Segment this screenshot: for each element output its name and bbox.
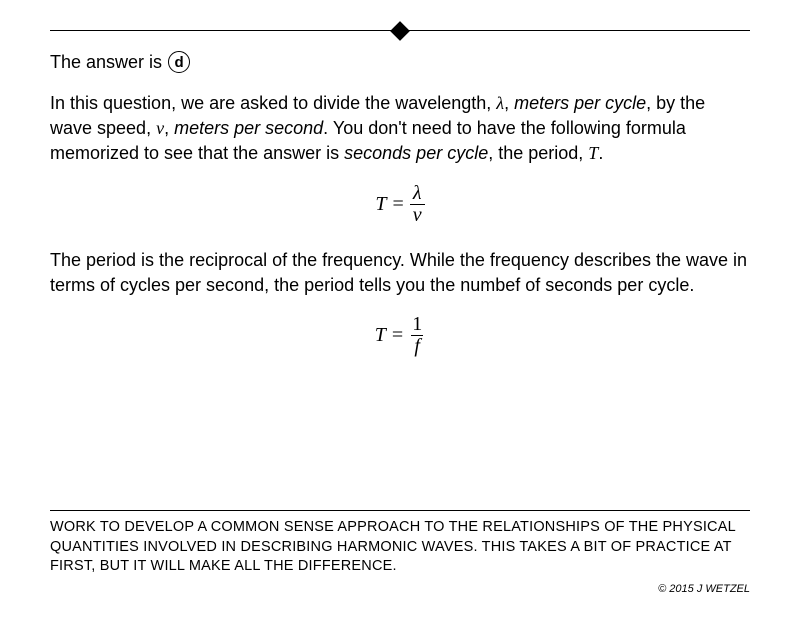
eq2-den: f <box>411 335 423 357</box>
paragraph-1: In this question, we are asked to divide… <box>50 91 750 167</box>
answer-letter-circle: d <box>168 51 190 73</box>
p1-T: T <box>588 143 598 163</box>
p1-mps: meters per second <box>174 118 323 138</box>
eq2-equals: = <box>392 324 403 347</box>
p1-t1: In this question, we are asked to divide… <box>50 93 496 113</box>
answer-line: The answer is d <box>50 51 750 73</box>
p1-spc: seconds per cycle <box>344 143 488 163</box>
footer-block: WORK TO DEVELOP A COMMON SENSE APPROACH … <box>50 470 750 595</box>
p1-v: v <box>156 118 164 138</box>
eq1-num: λ <box>410 183 425 204</box>
top-divider <box>50 30 750 31</box>
eq1-equals: = <box>392 193 403 216</box>
paragraph-2: The period is the reciprocal of the freq… <box>50 248 750 298</box>
eq1-fraction: λ v <box>410 183 425 226</box>
eq1-den: v <box>410 204 425 226</box>
p1-t4: , <box>164 118 174 138</box>
equation-2: T = 1 f <box>50 314 750 357</box>
footer-note: WORK TO DEVELOP A COMMON SENSE APPROACH … <box>50 518 750 577</box>
copyright: © 2015 J WETZEL <box>50 583 750 595</box>
p1-t7: . <box>598 143 603 163</box>
p1-t6: , the period, <box>488 143 588 163</box>
p1-mpc: meters per cycle <box>514 93 646 113</box>
bottom-divider <box>50 510 750 511</box>
eq2-num: 1 <box>409 314 425 335</box>
eq2-lhs: T <box>375 324 386 347</box>
p1-lambda: λ <box>496 93 504 113</box>
eq2-fraction: 1 f <box>409 314 425 357</box>
equation-1: T = λ v <box>50 183 750 226</box>
eq1-lhs: T <box>375 193 386 216</box>
answer-prefix: The answer is <box>50 52 162 73</box>
diamond-ornament <box>390 21 410 41</box>
p1-t2: , <box>504 93 514 113</box>
